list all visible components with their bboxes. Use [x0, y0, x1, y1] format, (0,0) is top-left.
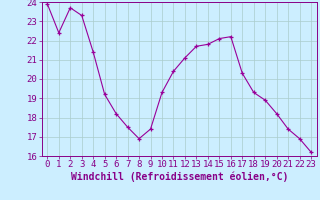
X-axis label: Windchill (Refroidissement éolien,°C): Windchill (Refroidissement éolien,°C)	[70, 172, 288, 182]
